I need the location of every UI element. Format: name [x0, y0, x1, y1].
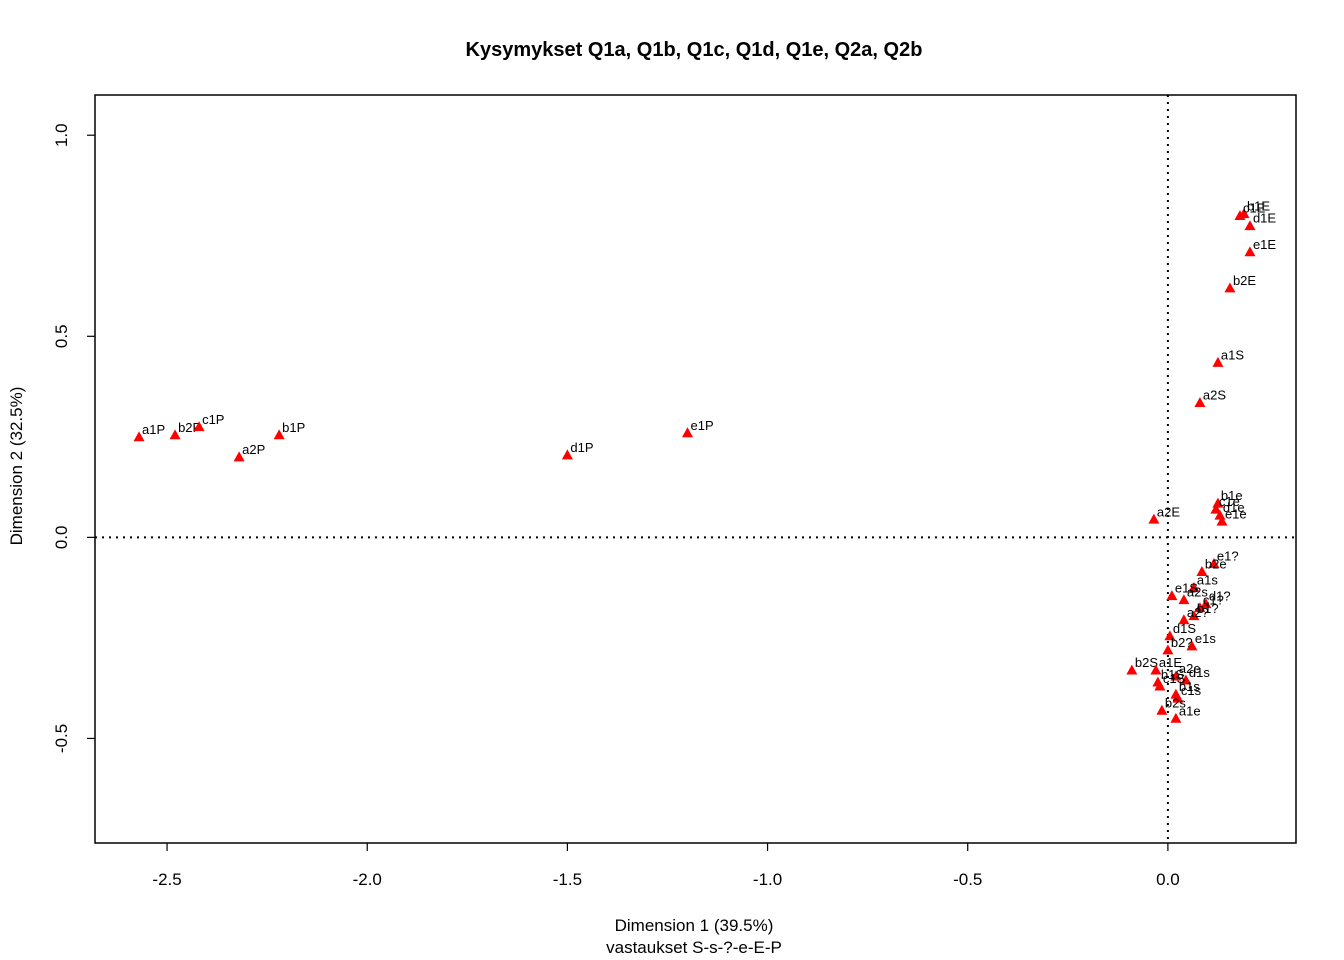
data-point	[193, 421, 205, 432]
data-point	[1148, 513, 1160, 524]
point-label: e1?	[1217, 549, 1239, 564]
point-label: e1S	[1175, 581, 1198, 596]
data-point	[1126, 664, 1138, 675]
data-point	[1162, 644, 1174, 655]
point-label: a2E	[1157, 504, 1180, 519]
point-label: b2S	[1135, 655, 1158, 670]
y-tick-label: 0.5	[52, 324, 71, 348]
point-label: d1E	[1253, 211, 1276, 226]
data-point	[1196, 566, 1208, 576]
point-label: d1e	[1223, 500, 1245, 515]
data-point	[1170, 670, 1182, 681]
point-label: e1s	[1195, 631, 1216, 646]
point-label: c1s	[1181, 683, 1202, 698]
point-label: a1s	[1197, 573, 1218, 588]
x-tick-label: -1.0	[753, 870, 782, 889]
point-label: b2?	[1171, 635, 1193, 650]
x-tick-label: 0.0	[1156, 870, 1180, 889]
y-tick-label: 0.0	[52, 526, 71, 550]
x-tick-label: -0.5	[953, 870, 982, 889]
point-label: a1e	[1179, 703, 1201, 718]
point-label: a1P	[142, 422, 165, 437]
point-label: b2E	[1233, 273, 1256, 288]
data-point	[1244, 220, 1256, 231]
data-point	[233, 451, 245, 462]
point-label: b1e	[1221, 488, 1243, 503]
point-label: a1S	[1221, 347, 1244, 362]
chart-title: Kysymykset Q1a, Q1b, Q1c, Q1d, Q1e, Q2a,…	[466, 39, 923, 61]
y-axis-label: Dimension 2 (32.5%)	[7, 387, 26, 546]
data-point	[1178, 614, 1190, 625]
data-point	[1180, 674, 1192, 685]
data-point	[169, 429, 181, 440]
point-label: d1P	[570, 440, 593, 455]
plot-area: -2.5 -2.0 -1.5 -1.0 -0.5 0.0 -0.5 0.0 0.5 1.0 a1P b…	[52, 94, 1297, 889]
x-axis-label: Dimension 1 (39.5%)	[615, 916, 774, 935]
data-point	[1154, 680, 1166, 691]
data-point	[561, 449, 573, 460]
data-point	[1156, 704, 1168, 715]
x-tick-label: -1.5	[553, 870, 582, 889]
data-point	[1170, 712, 1182, 723]
point-label: b1P	[282, 420, 305, 435]
data-point	[1186, 640, 1198, 651]
point-label: a2s	[1187, 585, 1208, 600]
point-label: d1s	[1189, 665, 1210, 680]
point-label: b1E	[1247, 199, 1270, 214]
point-label: d1S	[1173, 621, 1196, 636]
data-point	[1166, 590, 1178, 601]
data-point	[681, 427, 693, 438]
point-label: e1e	[1225, 506, 1247, 521]
data-point	[1172, 692, 1184, 703]
x-tick-label: -2.5	[152, 870, 181, 889]
point-label: b2e	[1205, 557, 1227, 572]
plot-frame	[94, 94, 1297, 844]
data-point	[1244, 246, 1256, 257]
point-label: b2s	[1165, 695, 1186, 710]
x-axis-sublabel: vastaukset S-s-?-e-E-P	[606, 938, 782, 957]
data-point	[1200, 598, 1212, 609]
data-point	[1194, 397, 1206, 408]
point-label: e1E	[1253, 237, 1276, 252]
data-point	[1234, 210, 1246, 221]
data-point	[133, 431, 145, 442]
data-point	[1216, 515, 1228, 526]
point-label: a2S	[1203, 388, 1226, 403]
point-label: c1S	[1163, 671, 1186, 686]
point-label: c1?	[1203, 593, 1224, 608]
point-label: b1S	[1161, 667, 1184, 682]
data-point	[1224, 282, 1236, 293]
x-tick-label: -2.0	[353, 870, 382, 889]
data-point	[1194, 602, 1206, 613]
y-tick-label: -0.5	[52, 724, 71, 753]
data-point	[273, 429, 285, 440]
data-point	[1188, 610, 1200, 621]
point-label: a1E	[1159, 655, 1182, 670]
point-label: a2P	[242, 442, 265, 457]
data-point	[1164, 630, 1176, 641]
data-point	[1150, 664, 1162, 675]
data-point	[1188, 582, 1200, 593]
data-point	[1210, 503, 1222, 514]
point-label: c1e	[1219, 494, 1240, 509]
point-label: e1P	[690, 418, 713, 433]
data-point	[1178, 594, 1190, 605]
point-label: d1?	[1209, 589, 1231, 604]
point-label: a2?	[1187, 605, 1209, 620]
data-point	[1212, 356, 1224, 367]
y-tick-label: 1.0	[52, 123, 71, 147]
point-label: c1E	[1243, 201, 1266, 216]
point-label: a2e	[1179, 661, 1201, 676]
data-point	[1208, 558, 1220, 568]
point-label: b1s	[1179, 679, 1200, 694]
point-label: b1?	[1197, 601, 1219, 616]
point-label: c1P	[202, 412, 224, 427]
